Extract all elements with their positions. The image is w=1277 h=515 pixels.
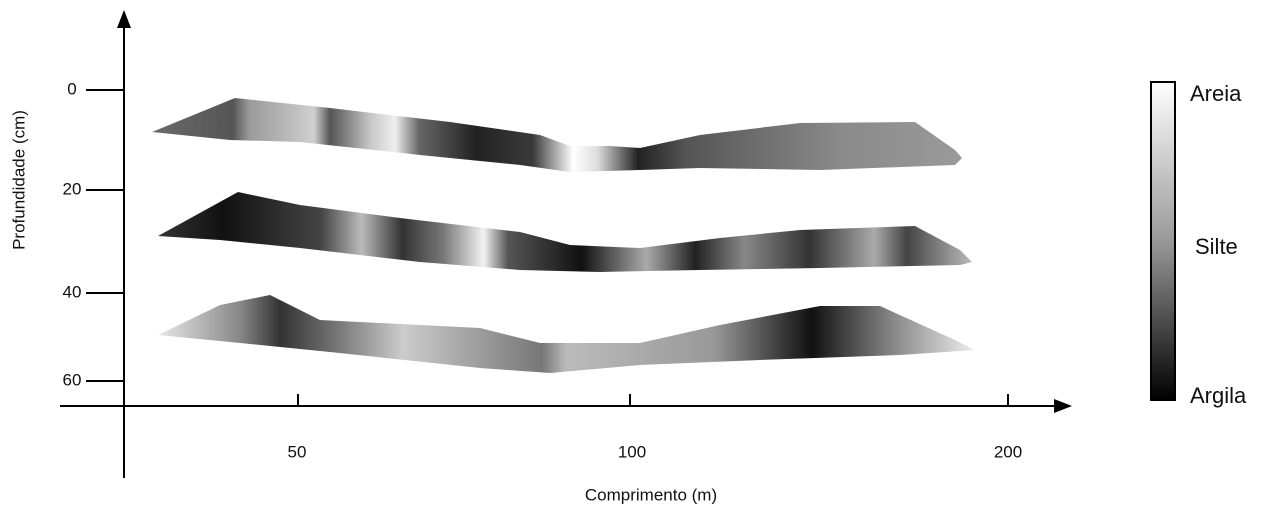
legend-label: Argila <box>1190 383 1247 408</box>
arrow-head <box>1054 399 1072 413</box>
x-tick-label: 100 <box>618 442 646 461</box>
x-tick-label: 200 <box>994 442 1022 461</box>
y-tick-label: 40 <box>63 282 82 301</box>
legend-colorbar <box>1151 82 1175 400</box>
x-tick-label: 50 <box>288 442 307 461</box>
y-tick-labels: 0 20 40 60 <box>63 79 82 389</box>
y-tick-label: 60 <box>63 370 82 389</box>
y-tick-label: 0 <box>67 79 76 98</box>
figure: 0 20 40 60 50 100 200 Comprimento (m) Pr… <box>0 0 1277 510</box>
soil-band <box>158 295 975 373</box>
soil-band <box>158 192 972 272</box>
arrow-head <box>117 10 131 28</box>
y-tick-label: 20 <box>63 179 82 198</box>
x-tick-labels: 50 100 200 <box>288 442 1023 461</box>
x-axis-label: Comprimento (m) <box>585 485 717 504</box>
legend-label: Areia <box>1190 81 1242 106</box>
legend-label: Silte <box>1195 234 1238 259</box>
soil-band <box>152 98 962 172</box>
y-axis-label: Profundidade (cm) <box>9 110 28 250</box>
